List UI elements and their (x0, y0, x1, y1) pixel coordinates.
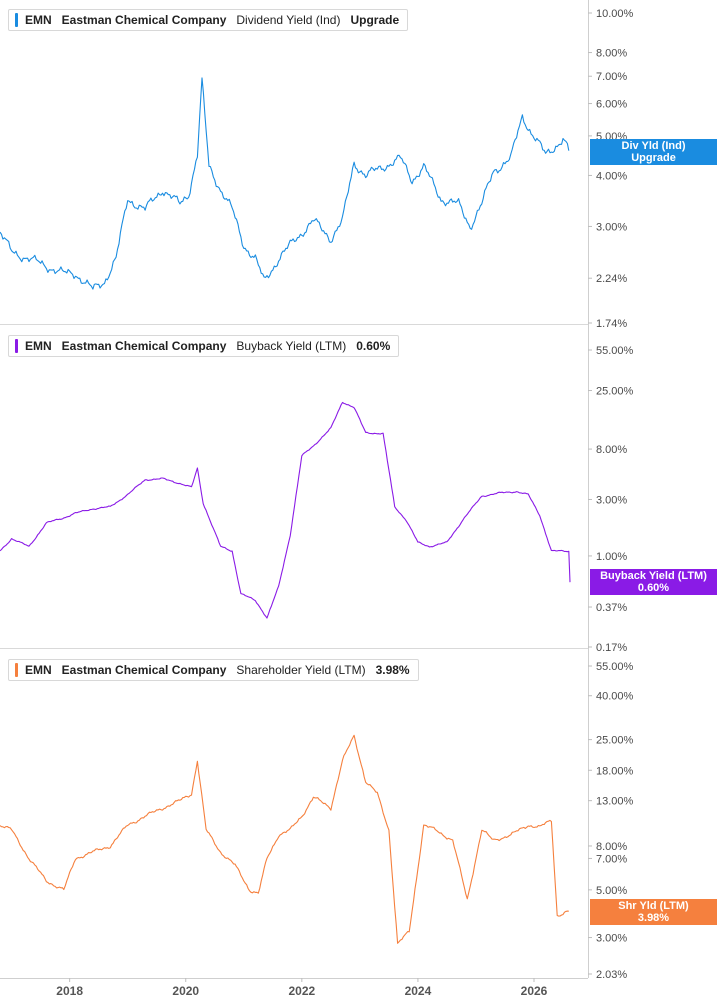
y-tick-label: 55.00% (596, 345, 634, 357)
y-tick-label: 40.00% (596, 691, 634, 703)
panel-header-dividend-yield[interactable]: EMN Eastman Chemical Company Dividend Yi… (8, 9, 409, 31)
ticker-label: EMN (25, 339, 52, 353)
y-tick-label: 0.37% (596, 602, 627, 614)
y-tick-label: 0.17% (596, 642, 627, 654)
y-tick-label: 25.00% (596, 386, 634, 398)
flag-line1: Div Yld (Ind) (621, 140, 686, 152)
x-tick-label: 2022 (288, 984, 315, 998)
last-value-flag-buyback: Buyback Yield (LTM) 0.60% (590, 569, 717, 595)
panel-header-shareholder-yield[interactable]: EMN Eastman Chemical Company Shareholder… (8, 659, 419, 681)
y-tick-label: 8.00% (596, 48, 627, 60)
flag-line1: Shr Yld (LTM) (618, 900, 689, 912)
y-tick-label: 3.00% (596, 221, 627, 233)
x-tick-label: 2024 (405, 984, 432, 998)
y-tick-label: 1.74% (596, 318, 627, 330)
metric-label: Shareholder Yield (LTM) (236, 663, 366, 677)
x-tick-label: 2026 (521, 984, 548, 998)
x-tick-label: 2018 (56, 984, 83, 998)
y-tick-label: 10.00% (596, 8, 634, 20)
y-tick-label: 1.00% (596, 551, 627, 563)
metric-value: 3.98% (375, 663, 410, 677)
series-color-swatch (15, 339, 18, 353)
series-line-1 (0, 401, 571, 619)
flag-line2: 3.98% (637, 912, 670, 924)
series-line-2 (0, 734, 569, 944)
y-tick-label: 5.00% (596, 885, 627, 897)
y-tick-label: 3.00% (596, 494, 627, 506)
series-color-swatch (15, 13, 18, 27)
series-line-0 (0, 77, 570, 290)
y-tick-label: 6.00% (596, 99, 627, 111)
y-tick-label: 3.00% (596, 933, 627, 945)
y-tick-label: 2.24% (596, 273, 627, 285)
y-tick-label: 8.00% (596, 841, 627, 853)
y-tick-label: 25.00% (596, 735, 634, 747)
ticker-label: EMN (25, 663, 52, 677)
flag-line1: Buyback Yield (LTM) (600, 570, 707, 582)
metric-label: Dividend Yield (Ind) (236, 13, 341, 27)
metric-value: 0.60% (356, 339, 391, 353)
y-tick-label: 4.00% (596, 170, 627, 182)
series-color-swatch (15, 663, 18, 677)
company-label: Eastman Chemical Company (61, 13, 227, 27)
y-tick-label: 2.03% (596, 969, 627, 981)
x-tick-label: 2020 (172, 984, 199, 998)
panel-header-buyback-yield[interactable]: EMN Eastman Chemical Company Buyback Yie… (8, 335, 400, 357)
y-tick-label: 8.00% (596, 444, 627, 456)
ticker-label: EMN (25, 13, 52, 27)
last-value-flag-shareholder: Shr Yld (LTM) 3.98% (590, 899, 717, 925)
company-label: Eastman Chemical Company (61, 663, 227, 677)
last-value-flag-dividend: Div Yld (Ind) Upgrade (590, 139, 717, 165)
flag-line2: 0.60% (637, 582, 670, 594)
metric-label: Buyback Yield (LTM) (236, 339, 347, 353)
flag-line2: Upgrade (631, 152, 676, 164)
y-tick-label: 7.00% (596, 853, 627, 865)
y-tick-label: 55.00% (596, 661, 634, 673)
upgrade-link[interactable]: Upgrade (350, 13, 400, 27)
y-tick-label: 7.00% (596, 71, 627, 83)
y-tick-label: 13.00% (596, 796, 634, 808)
company-label: Eastman Chemical Company (61, 339, 227, 353)
y-tick-label: 18.00% (596, 765, 634, 777)
